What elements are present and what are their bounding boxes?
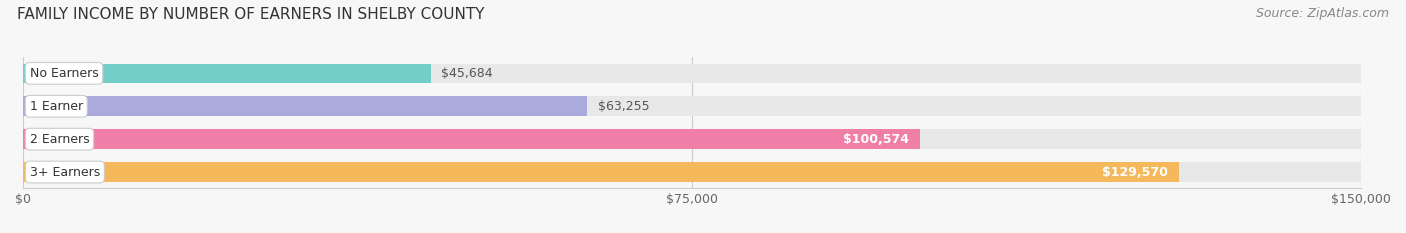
Bar: [22, 64, 1361, 83]
Text: $63,255: $63,255: [598, 100, 650, 113]
Text: $129,570: $129,570: [1102, 165, 1168, 178]
Bar: [22, 162, 1178, 182]
Bar: [22, 96, 588, 116]
Bar: [22, 96, 1361, 116]
Text: 2 Earners: 2 Earners: [30, 133, 90, 146]
Bar: [22, 162, 1361, 182]
Text: $100,574: $100,574: [844, 133, 910, 146]
Bar: [22, 129, 920, 149]
Text: $45,684: $45,684: [441, 67, 494, 80]
Text: 3+ Earners: 3+ Earners: [30, 165, 100, 178]
Text: Source: ZipAtlas.com: Source: ZipAtlas.com: [1256, 7, 1389, 20]
Text: 1 Earner: 1 Earner: [30, 100, 83, 113]
Text: No Earners: No Earners: [30, 67, 98, 80]
Bar: [22, 129, 1361, 149]
Bar: [22, 64, 430, 83]
Text: FAMILY INCOME BY NUMBER OF EARNERS IN SHELBY COUNTY: FAMILY INCOME BY NUMBER OF EARNERS IN SH…: [17, 7, 485, 22]
